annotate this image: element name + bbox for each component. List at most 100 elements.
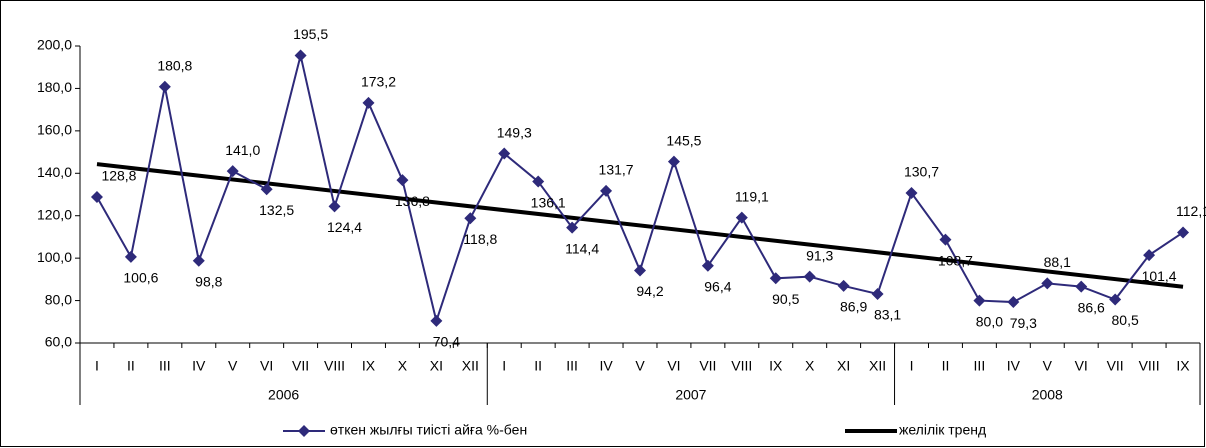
point [124, 250, 137, 263]
point [667, 155, 680, 168]
data-label: 70,4 [433, 334, 460, 350]
x-tick-label: I [502, 358, 506, 374]
point [1007, 296, 1020, 309]
x-tick-label: VIII [731, 358, 752, 374]
x-tick-label: IV [599, 358, 613, 374]
point [1075, 280, 1088, 293]
x-tick-label: VI [1075, 358, 1088, 374]
data-label: 94,2 [636, 283, 663, 299]
data-label: 98,8 [195, 273, 222, 289]
data-label: 136,1 [531, 194, 566, 210]
x-tick-label: V [228, 358, 238, 374]
x-tick-label: III [974, 358, 986, 374]
data-label: 86,9 [840, 299, 867, 315]
point [634, 264, 646, 277]
data-label: 195,5 [293, 26, 328, 42]
point [158, 80, 171, 93]
x-tick-label: VII [1107, 358, 1124, 374]
point [701, 259, 714, 272]
data-label: 112,1 [1176, 203, 1206, 219]
group-label: 2007 [675, 387, 706, 403]
data-label: 173,2 [361, 74, 396, 90]
point [328, 200, 341, 213]
point [294, 49, 307, 62]
data-label: 180,8 [157, 57, 192, 73]
x-tick-label: VI [667, 358, 680, 374]
y-tick-label: 200,0 [37, 37, 72, 53]
point [803, 270, 816, 283]
x-tick-label: XII [869, 358, 886, 374]
y-tick-label: 160,0 [37, 122, 72, 138]
legend-marker [298, 425, 310, 437]
x-tick-label: II [942, 358, 950, 374]
point [905, 187, 918, 200]
data-label: 91,3 [806, 247, 833, 263]
point [735, 211, 748, 224]
point [1143, 249, 1156, 262]
x-tick-label: VI [260, 358, 273, 374]
data-label: 124,4 [327, 219, 362, 235]
x-tick-label: X [398, 358, 408, 374]
x-tick-label: X [805, 358, 815, 374]
y-tick-label: 100,0 [37, 249, 72, 265]
x-tick-label: IV [192, 358, 206, 374]
data-label: 118,8 [463, 231, 497, 247]
data-label: 131,7 [599, 162, 634, 178]
point [871, 287, 884, 300]
x-tick-label: XI [430, 358, 443, 374]
data-label: 96,4 [704, 278, 731, 294]
x-tick-label: VII [699, 358, 716, 374]
point [396, 174, 409, 187]
point [1109, 293, 1122, 306]
data-label: 136,8 [395, 193, 430, 209]
point [837, 279, 850, 292]
x-tick-label: IX [769, 358, 783, 374]
x-tick-label: IX [1176, 358, 1190, 374]
data-label: 145,5 [666, 132, 701, 148]
point [769, 272, 782, 285]
data-label: 90,5 [772, 291, 799, 307]
data-label: 141,0 [225, 142, 260, 158]
data-label: 80,5 [1112, 312, 1139, 328]
y-tick-label: 80,0 [45, 291, 72, 307]
data-label: 80,0 [976, 313, 1003, 329]
data-label: 101,4 [1142, 268, 1177, 284]
x-tick-label: IV [1007, 358, 1021, 374]
trend-line [96, 162, 1184, 289]
x-tick-label: XII [462, 358, 479, 374]
data-label: 83,1 [874, 307, 901, 323]
point [939, 233, 952, 246]
data-label: 128,8 [101, 168, 136, 184]
point [498, 147, 511, 160]
x-tick-label: V [635, 358, 645, 374]
x-tick-label: I [910, 358, 914, 374]
point [226, 165, 239, 178]
data-label: 132,5 [259, 202, 294, 218]
x-tick-label: III [159, 358, 171, 374]
x-tick-label: VII [292, 358, 309, 374]
data-label: 100,6 [123, 270, 158, 286]
point [532, 175, 545, 188]
x-tick-label: VIII [1139, 358, 1160, 374]
group-label: 2008 [1032, 387, 1063, 403]
data-label: 114,4 [565, 240, 599, 256]
x-tick-label: II [534, 358, 542, 374]
point [90, 191, 103, 204]
data-label: 130,7 [904, 164, 939, 180]
data-label: 79,3 [1010, 315, 1037, 331]
point [192, 254, 205, 267]
data-label: 108,7 [938, 252, 973, 268]
y-tick-label: 60,0 [45, 334, 72, 350]
point [362, 96, 375, 109]
point [973, 294, 986, 307]
y-tick-label: 120,0 [37, 206, 72, 222]
group-label: 2006 [268, 387, 299, 403]
data-label: 88,1 [1044, 254, 1071, 270]
point [260, 183, 273, 196]
legend-label: өткен жылғы тиісті айға %-бен [330, 422, 527, 438]
point [430, 314, 443, 327]
y-tick-label: 180,0 [37, 79, 72, 95]
x-tick-label: XI [837, 358, 850, 374]
